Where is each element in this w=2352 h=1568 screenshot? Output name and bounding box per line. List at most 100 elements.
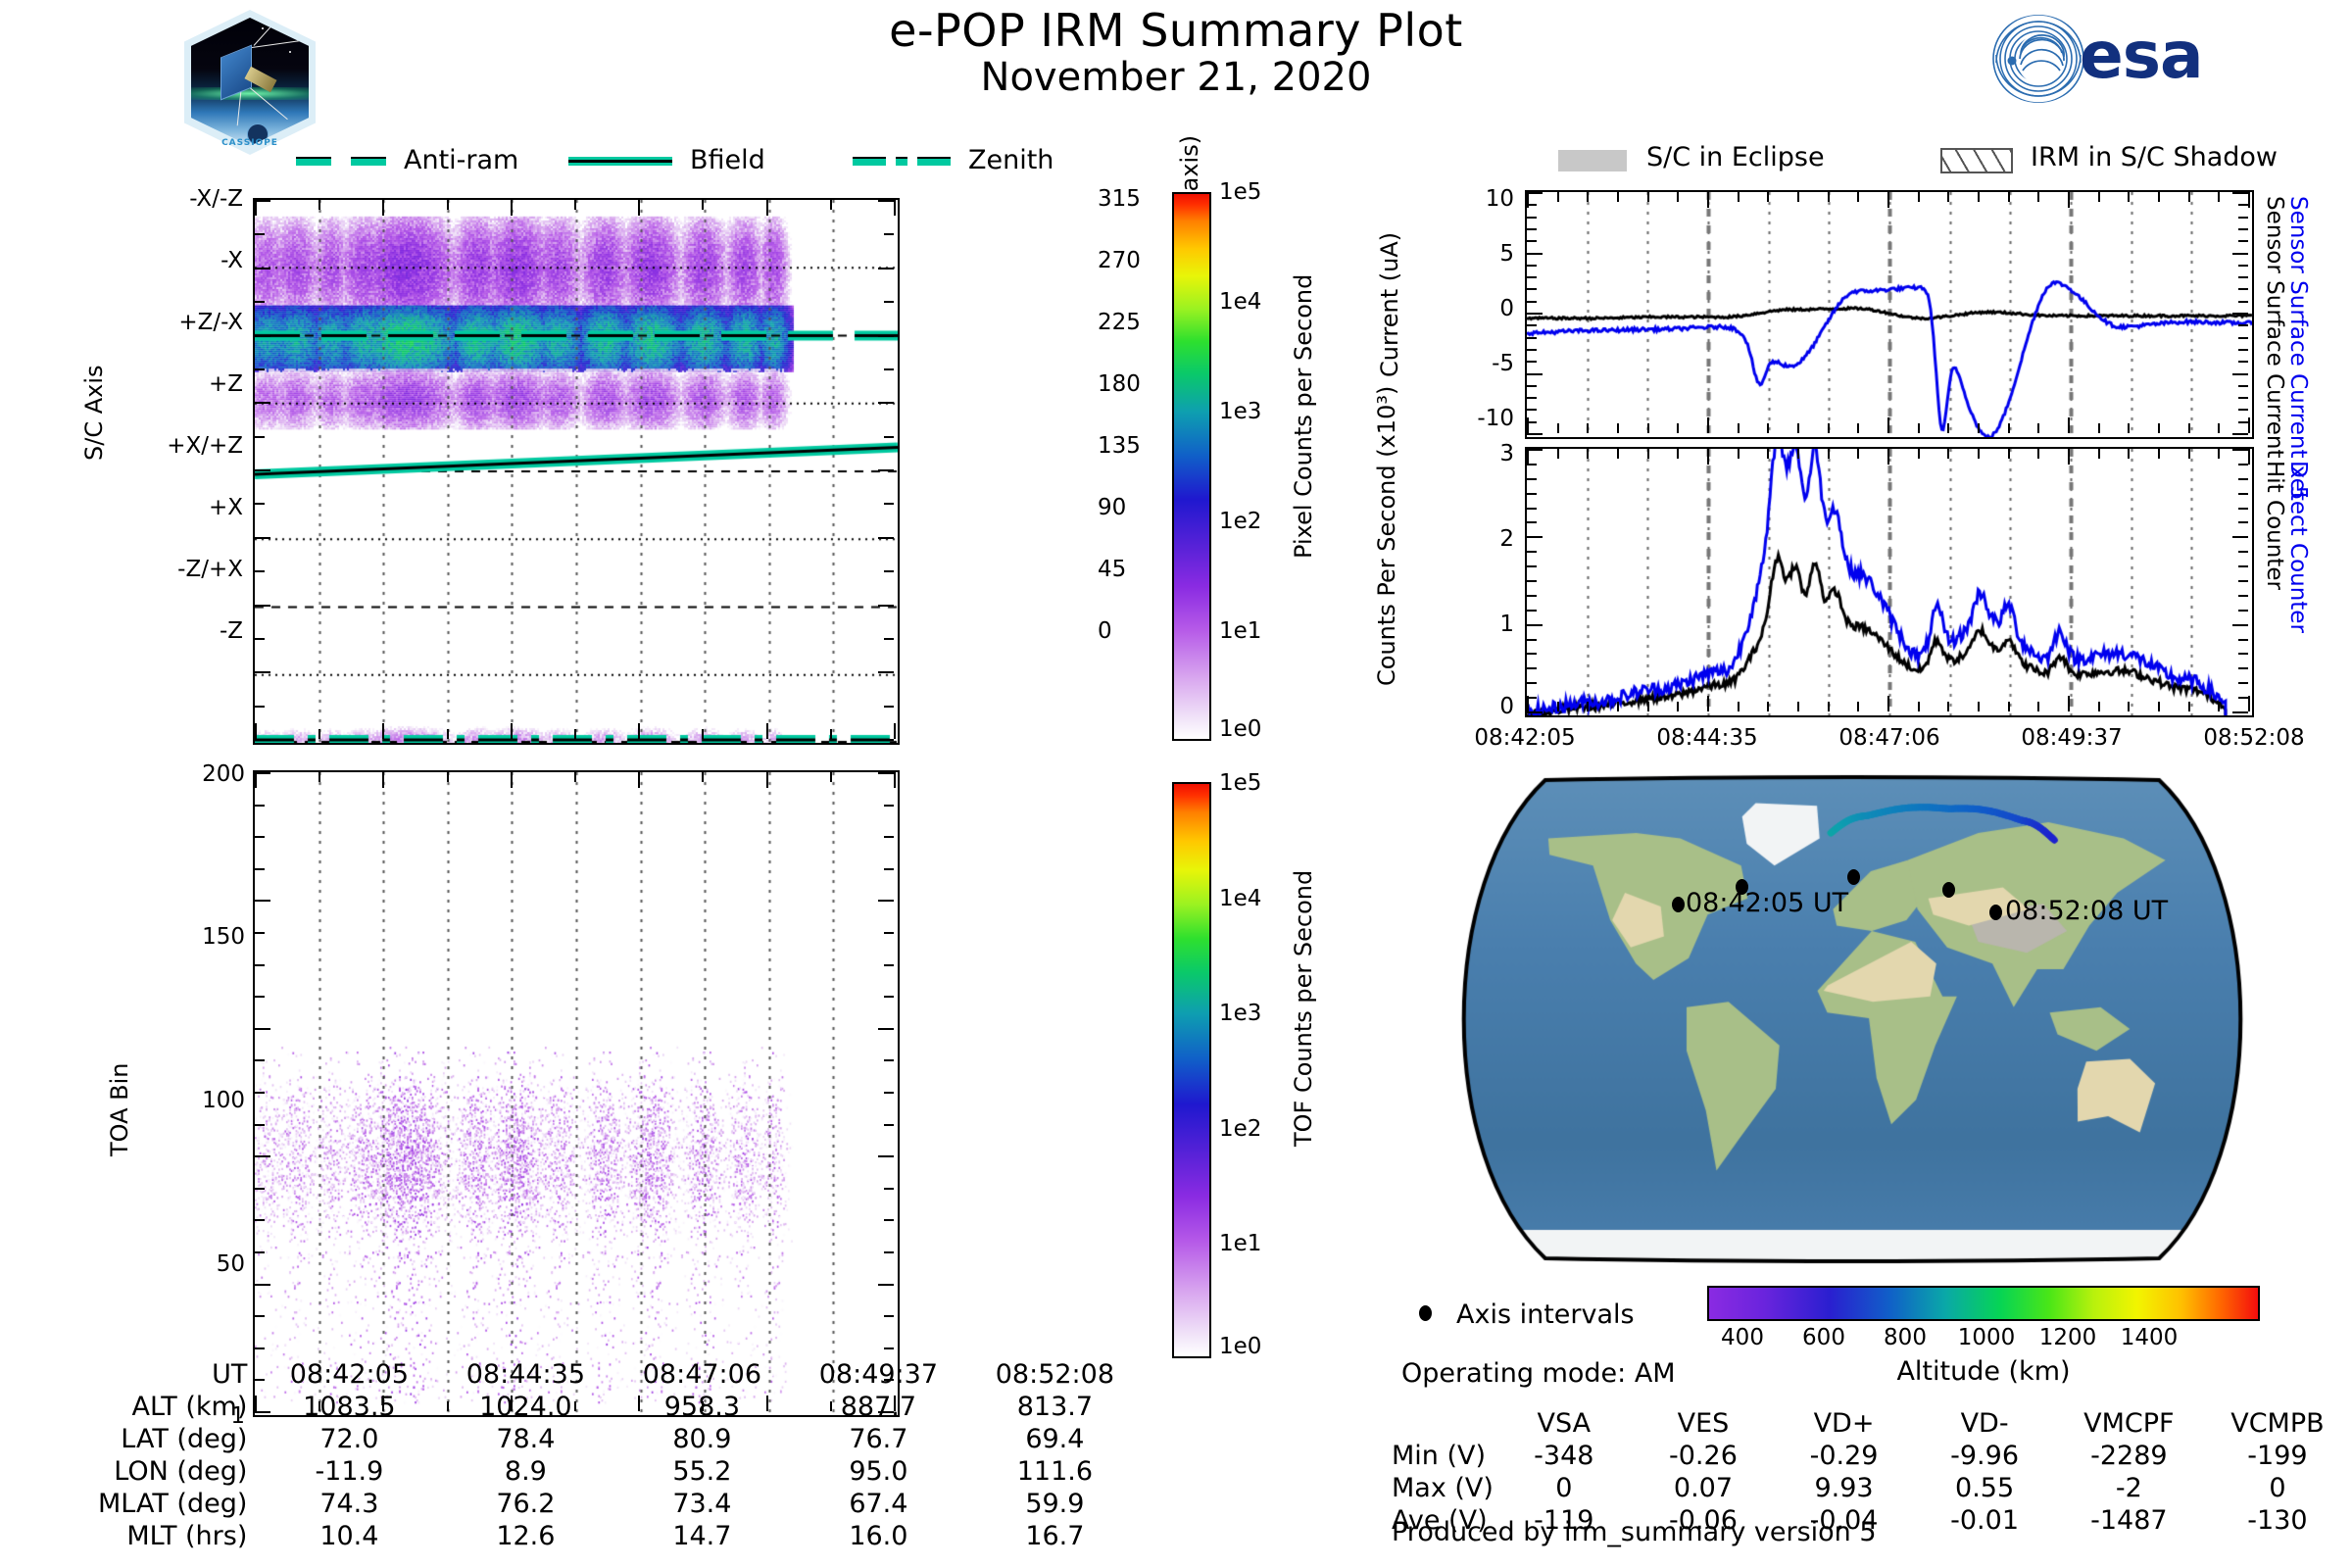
angle-90: 90	[1098, 495, 1127, 520]
axis-tick	[878, 1155, 894, 1157]
axis-tick	[255, 1348, 265, 1349]
axis-tick	[2068, 696, 2070, 711]
axis-tick	[1527, 301, 1537, 303]
toa-tick-200: 200	[202, 761, 245, 787]
axis-tick	[766, 200, 768, 216]
axis-tick	[1527, 192, 1529, 208]
track-marker	[1736, 879, 1748, 895]
axis-tick	[1527, 217, 1537, 219]
axis-tick	[1527, 696, 1529, 711]
cell: 08:47:06	[642, 1359, 761, 1390]
axis-tick	[1527, 417, 1529, 433]
axis-tick	[878, 268, 894, 270]
page-title: e-POP IRM Summary Plot	[889, 4, 1463, 57]
axis-tick	[255, 1028, 270, 1030]
axis-tick	[1527, 653, 1537, 655]
pixel-counts-spectrogram[interactable]	[253, 198, 900, 745]
axis-tick	[382, 200, 384, 216]
axis-tick	[1557, 449, 1559, 459]
axis-tick	[1557, 423, 1559, 433]
axis-tick	[1527, 478, 1537, 480]
axis-tick	[878, 605, 894, 607]
ytick--x--z: -X/-Z	[189, 186, 243, 212]
cell: -0.04	[1809, 1505, 1879, 1536]
col-vcmpb: VCMPB	[2230, 1408, 2325, 1439]
axis-tick	[1527, 349, 1537, 351]
ytick-z: +Z	[208, 371, 243, 397]
esa-logo-icon: esa	[1989, 14, 2244, 104]
row-label-lon: LON (deg)	[114, 1456, 248, 1487]
axis-tick	[511, 200, 513, 216]
axis-tick	[2238, 595, 2248, 597]
axis-tick	[255, 868, 265, 870]
axis-tick	[884, 436, 894, 438]
voltage-summary-table: VSA VES VD+ VD- VMCPF VCMPB Min (V) -348…	[1392, 1407, 2352, 1537]
axis-tick	[2238, 397, 2248, 399]
axis-tick	[255, 1219, 265, 1221]
cnt-tick-0: 0	[1499, 694, 1514, 719]
col-vsa: VSA	[1537, 1408, 1592, 1439]
cell: 73.4	[672, 1489, 732, 1519]
axis-tick	[766, 723, 768, 739]
angle-225: 225	[1098, 310, 1141, 335]
row-label-mlat: MLAT (deg)	[98, 1489, 248, 1519]
table-row: Min (V) -348 -0.26 -0.29 -9.96 -2289 -19…	[1392, 1440, 2352, 1472]
axis-tick	[255, 1315, 265, 1317]
axis-tick	[2188, 423, 2190, 433]
axis-tick	[1527, 385, 1537, 387]
table-header-row: VSA VES VD+ VD- VMCPF VCMPB	[1392, 1407, 2352, 1440]
axis-tick	[255, 1188, 265, 1190]
axis-tick	[1797, 423, 1799, 433]
legend-swatch-eclipse	[1558, 150, 1627, 172]
axis-tick	[255, 503, 265, 505]
axis-tick	[1587, 192, 1589, 202]
cell: 958.3	[663, 1392, 741, 1422]
cnt-tick-1: 1	[1499, 612, 1514, 637]
track-start-label: 08:42:05 UT	[1686, 888, 1849, 918]
axis-tick	[884, 932, 894, 934]
axis-tick	[2238, 421, 2248, 423]
axis-tick	[1527, 565, 1537, 567]
legend-swatch-shadow	[1940, 148, 2013, 173]
axis-tick	[1767, 423, 1769, 433]
ytick-x: +X	[208, 495, 243, 520]
cell: 74.3	[319, 1489, 379, 1519]
ground-track-map[interactable]: 08:42:05 UT 08:52:08 UT	[1441, 774, 2264, 1264]
axis-tick	[884, 1124, 894, 1126]
cb1-1e1: 1e1	[1219, 618, 1262, 644]
esa-swirl-icon	[1991, 15, 2085, 103]
axis-tick	[1887, 696, 1889, 711]
row-label-ut: UT	[212, 1359, 248, 1390]
axis-tick	[1527, 265, 1537, 267]
sensor-surface-current-plot[interactable]	[1525, 190, 2254, 439]
cell: 16.7	[1025, 1521, 1085, 1551]
axis-tick	[1978, 449, 1980, 459]
cb1-1e3: 1e3	[1219, 399, 1262, 424]
legend-swatch-bfield	[568, 157, 672, 166]
cell: 69.4	[1025, 1424, 1085, 1454]
axis-tick	[1617, 449, 1619, 459]
cell: 55.2	[672, 1456, 732, 1487]
toa-tick-1: 1	[230, 1403, 245, 1429]
cell: -199	[2247, 1441, 2308, 1471]
counts-per-second-plot[interactable]	[1525, 447, 2254, 717]
cell: 08:44:35	[466, 1359, 585, 1390]
cb2-1e1: 1e1	[1219, 1231, 1262, 1256]
alt-1000: 1000	[1957, 1325, 2016, 1350]
axis-tick	[884, 1379, 894, 1381]
cell: 111.6	[1016, 1456, 1094, 1487]
col-vdm: VD-	[1960, 1408, 2009, 1439]
axis-tick	[1857, 449, 1859, 459]
toa-bin-spectrogram[interactable]	[253, 770, 900, 1417]
cell: 1024.0	[479, 1392, 572, 1422]
tof-counts-colorbar	[1172, 782, 1211, 1358]
axis-tick	[2232, 313, 2248, 315]
cell: -2289	[2090, 1441, 2168, 1471]
axis-tick	[1978, 423, 1980, 433]
axis-tick	[878, 739, 894, 741]
axis-tick	[884, 996, 894, 998]
axis-tick	[1707, 417, 1709, 433]
axis-tick	[2188, 702, 2190, 711]
axis-tick	[884, 1219, 894, 1221]
axis-tick	[382, 723, 384, 739]
